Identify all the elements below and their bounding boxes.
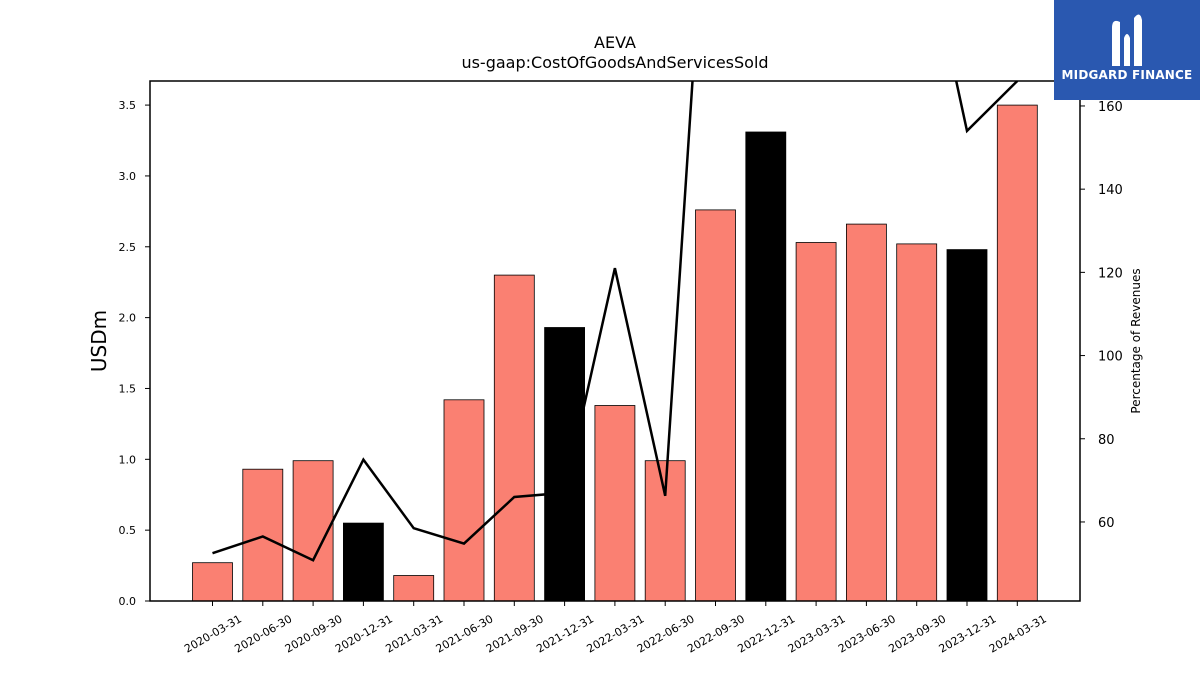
y-tick-label: 2.5 — [119, 241, 137, 254]
bar-2022-09-30 — [695, 209, 736, 602]
bar-2022-03-31 — [594, 405, 636, 602]
y2-tick-label: 140 — [1098, 183, 1123, 198]
logo-text: MIDGARD FINANCE — [1061, 68, 1193, 82]
pct-revenue-line — [212, 81, 1019, 562]
y-tick-label: 1.0 — [119, 453, 137, 466]
y-tick-label: 1.5 — [119, 382, 137, 395]
bar-2021-09-30 — [493, 274, 535, 602]
y-tick-label: 0.0 — [119, 595, 137, 608]
bar-2024-03-31 — [996, 104, 1038, 602]
x-axis: 2020-03-312020-06-302020-09-302020-12-31… — [182, 601, 1049, 656]
bar-2021-03-31 — [393, 575, 435, 602]
y-axis-right: 60 80 100 120 140 160 — [1080, 100, 1123, 531]
midgard-finance-logo: MIDGARD FINANCE — [1054, 0, 1200, 100]
bar-2022-12-31 — [745, 131, 787, 602]
y-tick-label: 3.0 — [119, 170, 137, 183]
y-tick-label: 2.0 — [119, 312, 137, 325]
x-tick-label: 2024-03-31 — [987, 612, 1049, 655]
chart-subtitle: us-gaap:CostOfGoodsAndServicesSold — [461, 53, 768, 72]
bar-2023-06-30 — [846, 223, 887, 602]
bar-2021-06-30 — [443, 399, 485, 602]
bar-2023-03-31 — [795, 242, 837, 602]
chart-title: AEVA — [594, 33, 636, 52]
y2-axis-label: Percentage of Revenues — [1129, 268, 1143, 413]
bar-2023-09-30 — [896, 243, 938, 602]
y2-tick-label: 160 — [1098, 100, 1123, 115]
bar-2021-12-31 — [544, 327, 585, 602]
bar-2020-03-31 — [192, 562, 233, 602]
y2-tick-label: 100 — [1098, 350, 1123, 365]
logo-mark-icon — [1112, 14, 1142, 67]
y-axis-label: USDm — [87, 310, 111, 372]
y2-tick-label: 80 — [1098, 433, 1115, 448]
bar-2023-12-31 — [946, 249, 988, 602]
y2-tick-label: 60 — [1098, 516, 1115, 531]
line-group — [212, 81, 1019, 562]
bars-group — [192, 104, 1038, 602]
y2-tick-label: 120 — [1098, 266, 1123, 281]
y-tick-label: 0.5 — [119, 524, 137, 537]
bar-2020-06-30 — [242, 468, 284, 602]
bar-2020-12-31 — [342, 522, 384, 602]
y-axis-left: 0.0 0.5 1.0 1.5 2.0 2.5 3.0 3.5 — [119, 99, 150, 608]
y-tick-label: 3.5 — [119, 99, 137, 112]
